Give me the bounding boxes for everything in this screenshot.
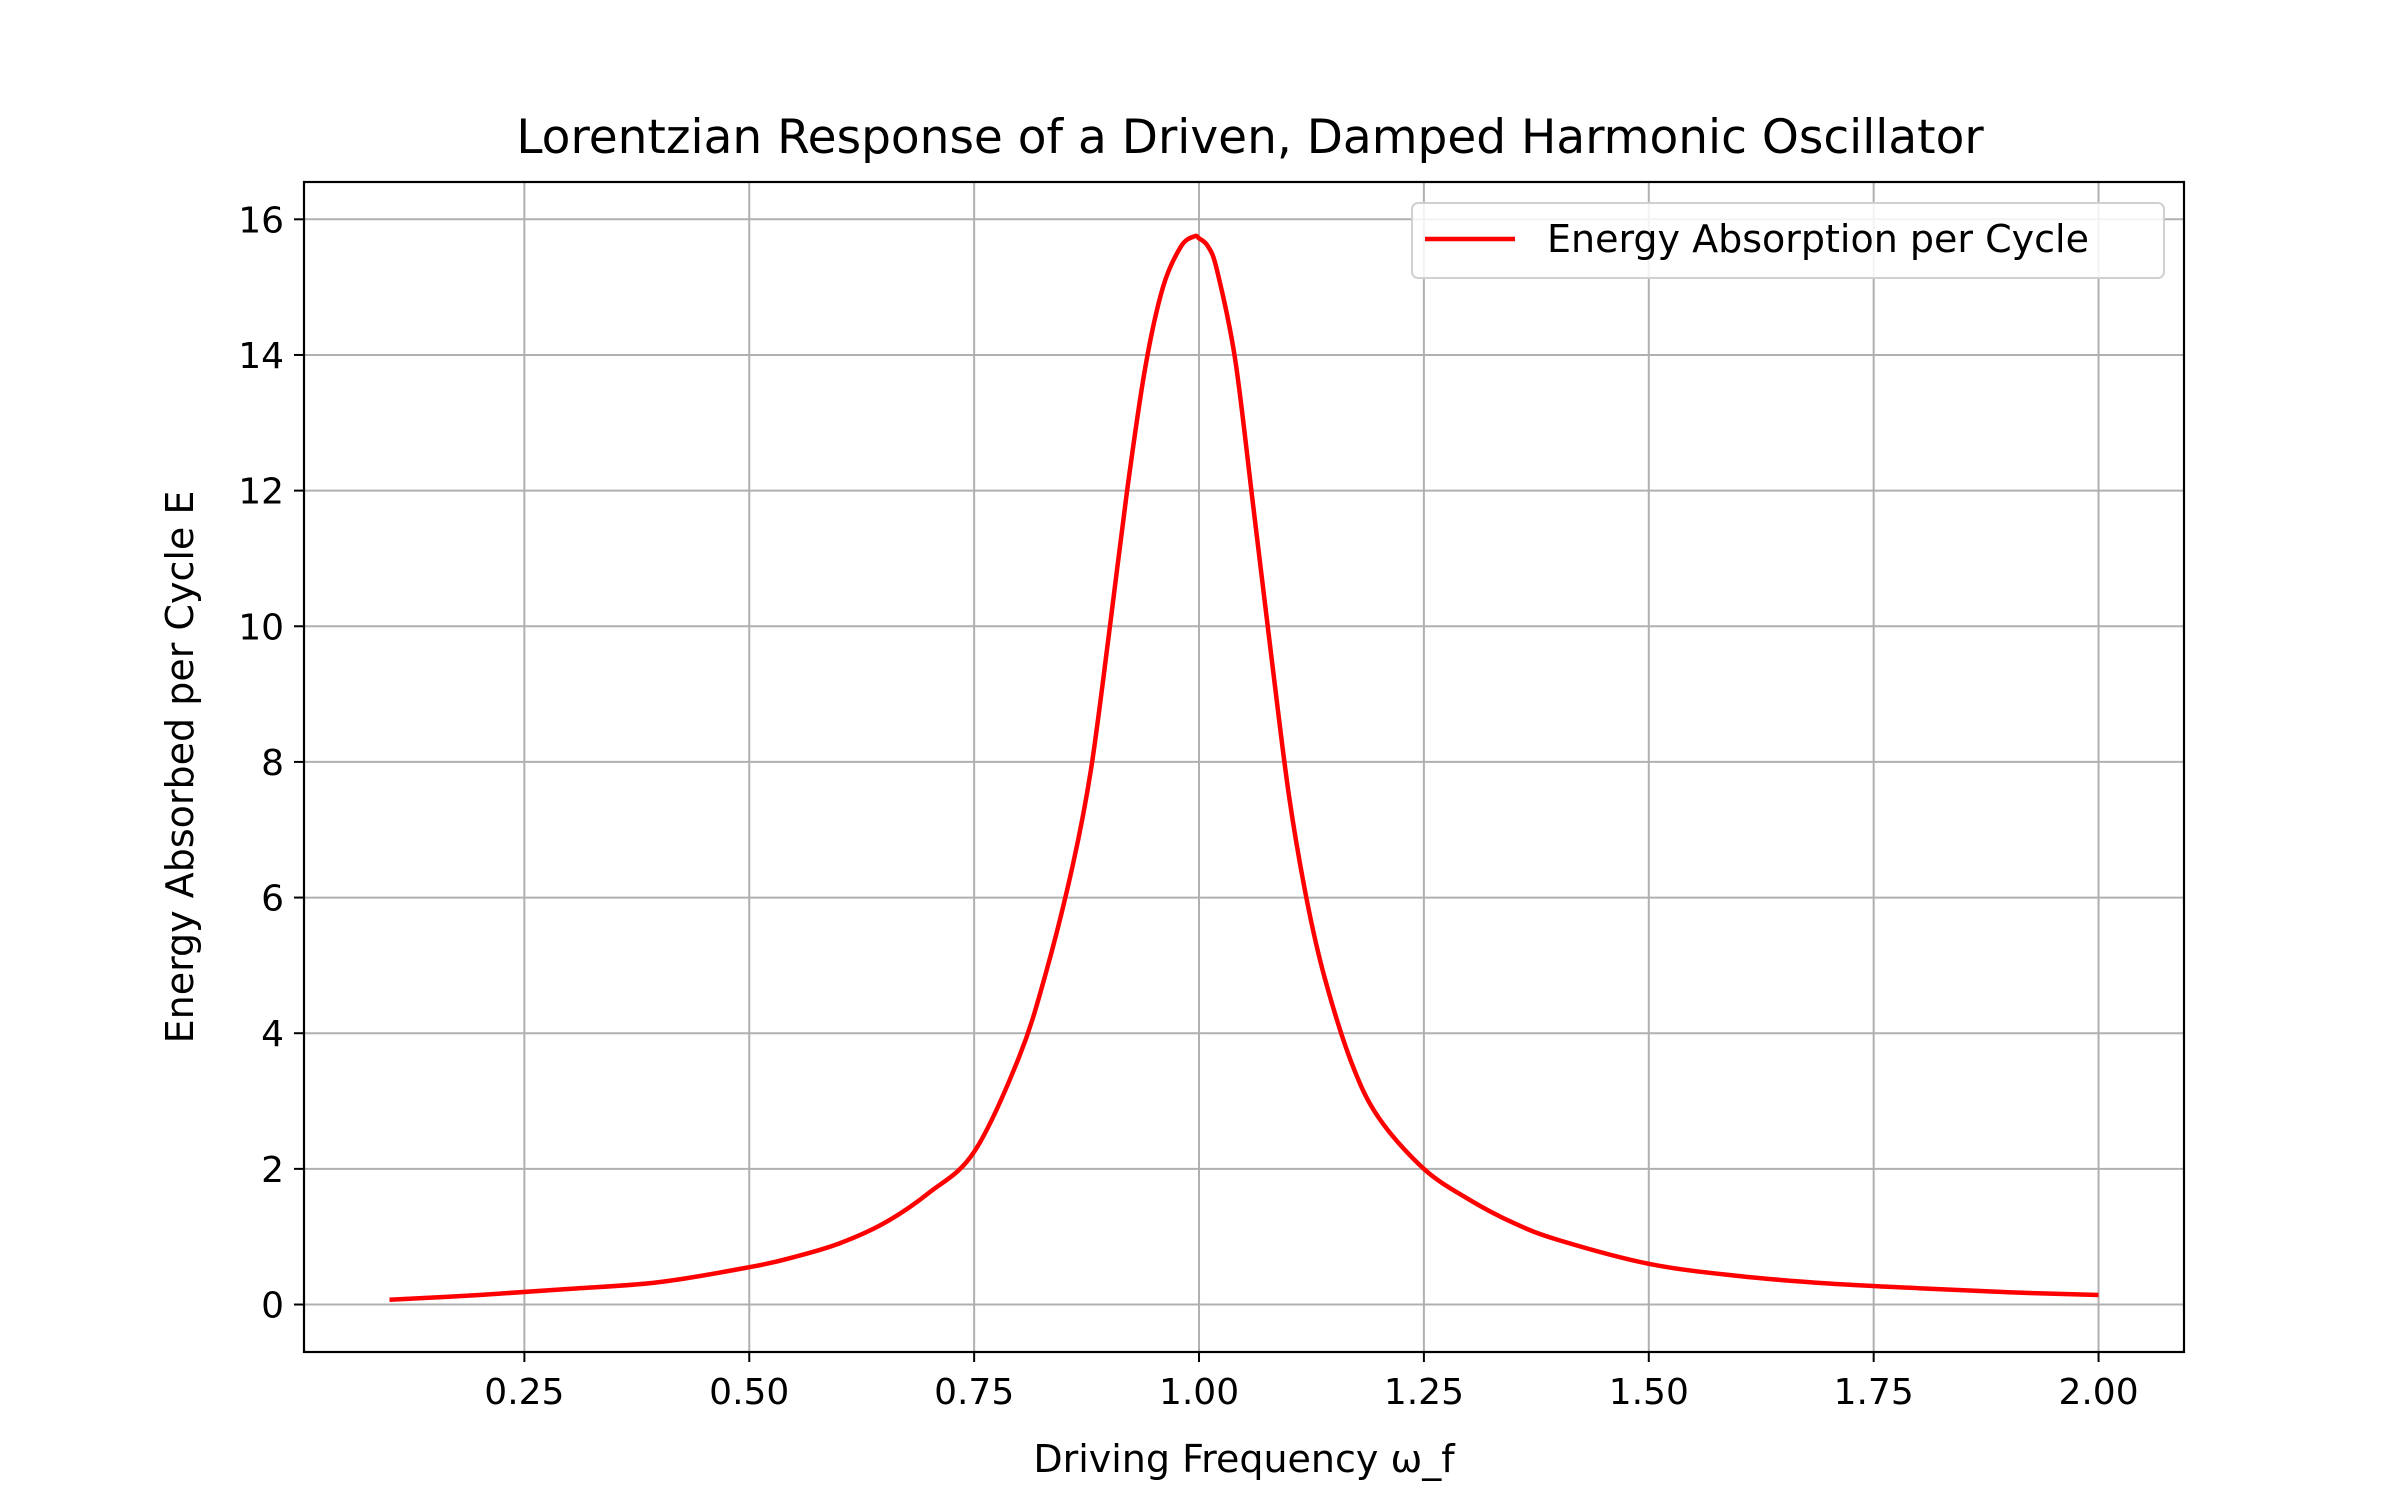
y-tick-label: 10 [238,607,284,648]
legend-box [1411,202,2165,279]
x-tick-label: 1.75 [1834,1372,1914,1413]
y-tick-label: 16 [238,200,284,241]
x-axis-label: Driving Frequency ω_f [1033,1437,1456,1481]
plot-area-frame [302,180,2186,1354]
x-tick-label: 2.00 [2058,1372,2138,1413]
series-line-energy-absorption [389,233,2099,1303]
x-tick-label: 1.50 [1609,1372,1689,1413]
x-tick-label: 1.00 [1159,1372,1239,1413]
y-tick-label: 4 [261,1014,284,1055]
legend: Energy Absorption per Cycle [1411,202,2165,279]
x-tick-label: 0.50 [709,1372,789,1413]
chart-title: Lorentzian Response of a Driven, Damped … [516,110,1984,165]
y-tick-label: 2 [261,1150,284,1191]
grid [304,182,2184,1352]
y-tick-label: 6 [261,879,284,920]
x-tick-label: 1.25 [1384,1372,1464,1413]
x-axis-ticks: 0.25 0.50 0.75 1.00 1.25 1.50 1.75 2.00 [484,1352,2139,1413]
y-tick-label: 0 [261,1286,284,1327]
x-tick-label: 0.25 [484,1372,564,1413]
y-tick-label: 14 [238,336,284,377]
x-tick-label: 0.75 [934,1372,1014,1413]
y-axis-ticks: 0 2 4 6 8 10 12 14 16 [238,200,304,1327]
y-axis-label: Energy Absorbed per Cycle E [158,491,202,1044]
legend-label: Energy Absorption per Cycle [1547,217,2089,261]
y-tick-label: 8 [261,743,284,784]
y-tick-label: 12 [238,472,284,513]
series-layer [389,233,2099,1303]
